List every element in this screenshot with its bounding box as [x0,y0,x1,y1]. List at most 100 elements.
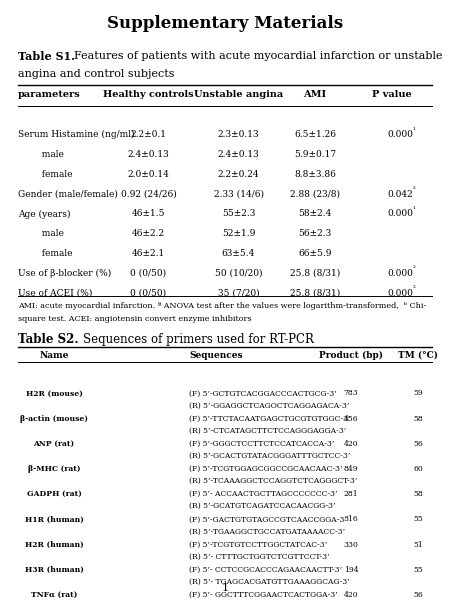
Text: Unstable angina: Unstable angina [194,90,283,99]
Text: 2.88 (23/8): 2.88 (23/8) [290,190,340,199]
Text: 56±2.3: 56±2.3 [298,229,332,238]
Text: 46±2.1: 46±2.1 [132,249,165,258]
Text: 46±2.2: 46±2.2 [132,229,165,238]
Text: (F) 5’- ACCAACTGCTTAGCCCCCCC-3’: (F) 5’- ACCAACTGCTTAGCCCCCCC-3’ [189,490,338,498]
Text: 51: 51 [414,541,423,548]
Text: 25.8 (8/31): 25.8 (8/31) [290,289,340,298]
Text: β-actin (mouse): β-actin (mouse) [20,415,88,422]
Text: 46±1.5: 46±1.5 [132,209,165,218]
Text: 58: 58 [414,490,423,498]
Text: parameters: parameters [18,90,81,99]
Text: 2.3±0.13: 2.3±0.13 [218,130,259,139]
Text: 2.4±0.13: 2.4±0.13 [128,150,169,159]
Text: 849: 849 [344,465,358,473]
Text: 456: 456 [344,415,358,422]
Text: AMI: acute myocardial infarction. ª ANOVA test after the values were logarithm-t: AMI: acute myocardial infarction. ª ANOV… [18,302,426,310]
Text: 0.92 (24/26): 0.92 (24/26) [121,190,176,199]
Text: Healthy controls: Healthy controls [103,90,194,99]
Text: Features of patients with acute myocardial infarction or unstable: Features of patients with acute myocardi… [74,51,443,61]
Text: P value: P value [372,90,411,99]
Text: (R) 5’-GCATGTCAGATCCACAACGG-3’: (R) 5’-GCATGTCAGATCCACAACGG-3’ [189,502,336,510]
Text: H1R (human): H1R (human) [25,515,83,523]
Text: Serum Histamine (ng/ml): Serum Histamine (ng/ml) [18,130,135,139]
Text: 2.0±0.14: 2.0±0.14 [127,170,170,179]
Text: (F) 5’-GGGCTCCTTCTCCATCACCA-3’: (F) 5’-GGGCTCCTTCTCCATCACCA-3’ [189,440,334,448]
Text: H2R (human): H2R (human) [25,541,83,548]
Text: (R) 5’-GCACTGTATACGGGATTTGCTCC-3’: (R) 5’-GCACTGTATACGGGATTTGCTCC-3’ [189,452,351,460]
Text: β-MHC (rat): β-MHC (rat) [28,465,80,473]
Text: angina and control subjects: angina and control subjects [18,69,175,79]
Text: TM (°C): TM (°C) [399,351,438,360]
Text: 56: 56 [414,440,423,448]
Text: 8.8±3.86: 8.8±3.86 [294,170,336,179]
Text: 0.000: 0.000 [387,269,413,278]
Text: (F) 5’-GCTGTCACGGACCCACTGCG-3’: (F) 5’-GCTGTCACGGACCCACTGCG-3’ [189,389,337,397]
Text: 330: 330 [343,541,359,548]
Text: 0.000: 0.000 [387,130,413,139]
Text: (F) 5’- CCTCCGCACCCAGAACAACTT-3’: (F) 5’- CCTCCGCACCCAGAACAACTT-3’ [189,566,342,574]
Text: ²: ² [413,285,415,293]
Text: (F) 5’-TTCTACAATGAGCTGCGTGTGGC-3’: (F) 5’-TTCTACAATGAGCTGCGTGTGGC-3’ [189,415,351,422]
Text: Age (years): Age (years) [18,209,71,218]
Text: 0 (0/50): 0 (0/50) [130,269,166,278]
Text: Use of β-blocker (%): Use of β-blocker (%) [18,269,111,278]
Text: H3R (human): H3R (human) [25,566,83,574]
Text: male: male [36,150,64,159]
Text: 0.000: 0.000 [387,289,413,298]
Text: ANP (rat): ANP (rat) [33,440,75,448]
Text: 2.2±0.1: 2.2±0.1 [130,130,166,139]
Text: TNFα (rat): TNFα (rat) [31,591,77,599]
Text: 2.2±0.24: 2.2±0.24 [218,170,259,179]
Text: 55: 55 [414,566,423,574]
Text: Product (bp): Product (bp) [319,351,383,360]
Text: (F) 5’- GGCTTTCGGAACTCACTGGA-3’: (F) 5’- GGCTTTCGGAACTCACTGGA-3’ [189,591,338,599]
Text: 6.5±1.26: 6.5±1.26 [294,130,336,139]
Text: (F) 5’-TCGTGTCCTTGGCTATCAC-3’: (F) 5’-TCGTGTCCTTGGCTATCAC-3’ [189,541,327,548]
Text: ¹: ¹ [413,127,415,134]
Text: ²: ² [413,186,415,194]
Text: 25.8 (8/31): 25.8 (8/31) [290,269,340,278]
Text: 58: 58 [414,415,423,422]
Text: 58±2.4: 58±2.4 [298,209,332,218]
Text: 1: 1 [221,583,229,593]
Text: 2.33 (14/6): 2.33 (14/6) [213,190,264,199]
Text: (R) 5’- CTTTGCTGGTCTCGTTCCT-3’: (R) 5’- CTTTGCTGGTCTCGTTCCT-3’ [189,553,329,560]
Text: 5.9±0.17: 5.9±0.17 [294,150,336,159]
Text: 281: 281 [344,490,358,498]
Text: Name: Name [39,351,69,360]
Text: 66±5.9: 66±5.9 [298,249,332,258]
Text: 56: 56 [414,591,423,599]
Text: 63±5.4: 63±5.4 [222,249,255,258]
Text: (R) 5’-GGAGGCTCAGOCTCAGGAGACA-3’: (R) 5’-GGAGGCTCAGOCTCAGGAGACA-3’ [189,401,349,409]
Text: 55: 55 [414,515,423,523]
Text: female: female [36,249,72,258]
Text: H2R (mouse): H2R (mouse) [26,389,82,397]
Text: 420: 420 [344,440,358,448]
Text: 0.000: 0.000 [387,209,413,218]
Text: AMI: AMI [303,90,327,99]
Text: Table S1.: Table S1. [18,51,75,62]
Text: 783: 783 [344,389,358,397]
Text: (F) 5’-GACTGTGTAGCCGTCAACCGGA-3’: (F) 5’-GACTGTGTAGCCGTCAACCGGA-3’ [189,515,347,523]
Text: 52±1.9: 52±1.9 [222,229,255,238]
Text: (R) 5’- TGAGCACGATGTTGAAAGGCAG-3’: (R) 5’- TGAGCACGATGTTGAAAGGCAG-3’ [189,578,350,586]
Text: ¹: ¹ [413,206,415,214]
Text: 2.4±0.13: 2.4±0.13 [218,150,259,159]
Text: 420: 420 [344,591,358,599]
Text: 35 (7/20): 35 (7/20) [218,289,259,298]
Text: Use of ACEI (%): Use of ACEI (%) [18,289,92,298]
Text: ²: ² [413,265,415,273]
Text: (R) 5’-TCAAAGGCTCCAGGTCTCAGGGCT-3’: (R) 5’-TCAAAGGCTCCAGGTCTCAGGGCT-3’ [189,477,357,485]
Text: Sequences of primers used for RT-PCR: Sequences of primers used for RT-PCR [83,333,314,346]
Text: GADPH (rat): GADPH (rat) [27,490,81,498]
Text: 0 (0/50): 0 (0/50) [130,289,166,298]
Text: 316: 316 [344,515,358,523]
Text: 59: 59 [414,389,423,397]
Text: 194: 194 [344,566,358,574]
Text: Sequences: Sequences [189,351,243,360]
Text: Table S2.: Table S2. [18,333,78,346]
Text: 60: 60 [414,465,423,473]
Text: male: male [36,229,64,238]
Text: 55±2.3: 55±2.3 [222,209,255,218]
Text: square test. ACEI: angiotensin convert enzyme inhibitors: square test. ACEI: angiotensin convert e… [18,315,252,323]
